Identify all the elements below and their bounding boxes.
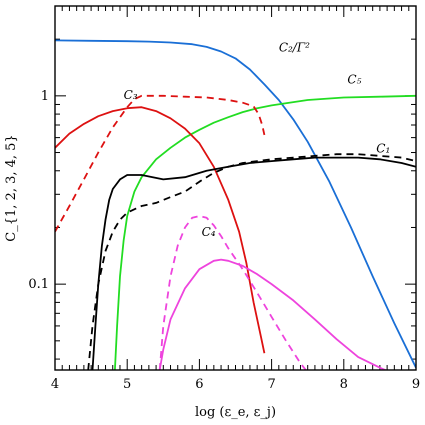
series-line-6 bbox=[158, 215, 307, 370]
series-annotations: C₂/Γ² C₅ C₃ C₁ C₄ bbox=[124, 40, 391, 239]
x-tick-label: 9 bbox=[412, 377, 420, 392]
y-tick-label: 1 bbox=[41, 89, 49, 104]
series-line-0 bbox=[55, 39, 416, 369]
y-axis-label: C_{1, 2, 3, 4, 5} bbox=[4, 134, 19, 241]
x-tick-label: 4 bbox=[51, 377, 59, 392]
series-line-4 bbox=[91, 156, 416, 370]
x-tick-label: 8 bbox=[340, 377, 348, 392]
x-tick-label: 6 bbox=[195, 377, 203, 392]
series-annotation: C₃ bbox=[124, 88, 138, 102]
y-tick-label: 0.1 bbox=[28, 277, 49, 292]
series-group bbox=[55, 39, 416, 370]
tick-labels: 4 5 6 7 8 9 0.1 1 bbox=[28, 89, 420, 392]
series-line-3 bbox=[55, 94, 266, 233]
series-annotation: C₂/Γ² bbox=[279, 40, 310, 54]
axis-ticks bbox=[54, 5, 417, 370]
series-annotation: C₁ bbox=[376, 142, 390, 156]
series-line-2 bbox=[55, 106, 266, 354]
series-annotation: C₄ bbox=[202, 225, 216, 239]
series-line-5 bbox=[87, 153, 416, 370]
series-line-7 bbox=[158, 258, 388, 370]
x-tick-label: 5 bbox=[123, 377, 131, 392]
series-annotation: C₅ bbox=[347, 73, 361, 87]
plot-frame bbox=[54, 5, 417, 371]
x-tick-label: 7 bbox=[267, 377, 275, 392]
x-axis-label: log (ε_e, ε_j) bbox=[195, 405, 276, 420]
series-line-1 bbox=[114, 94, 416, 370]
